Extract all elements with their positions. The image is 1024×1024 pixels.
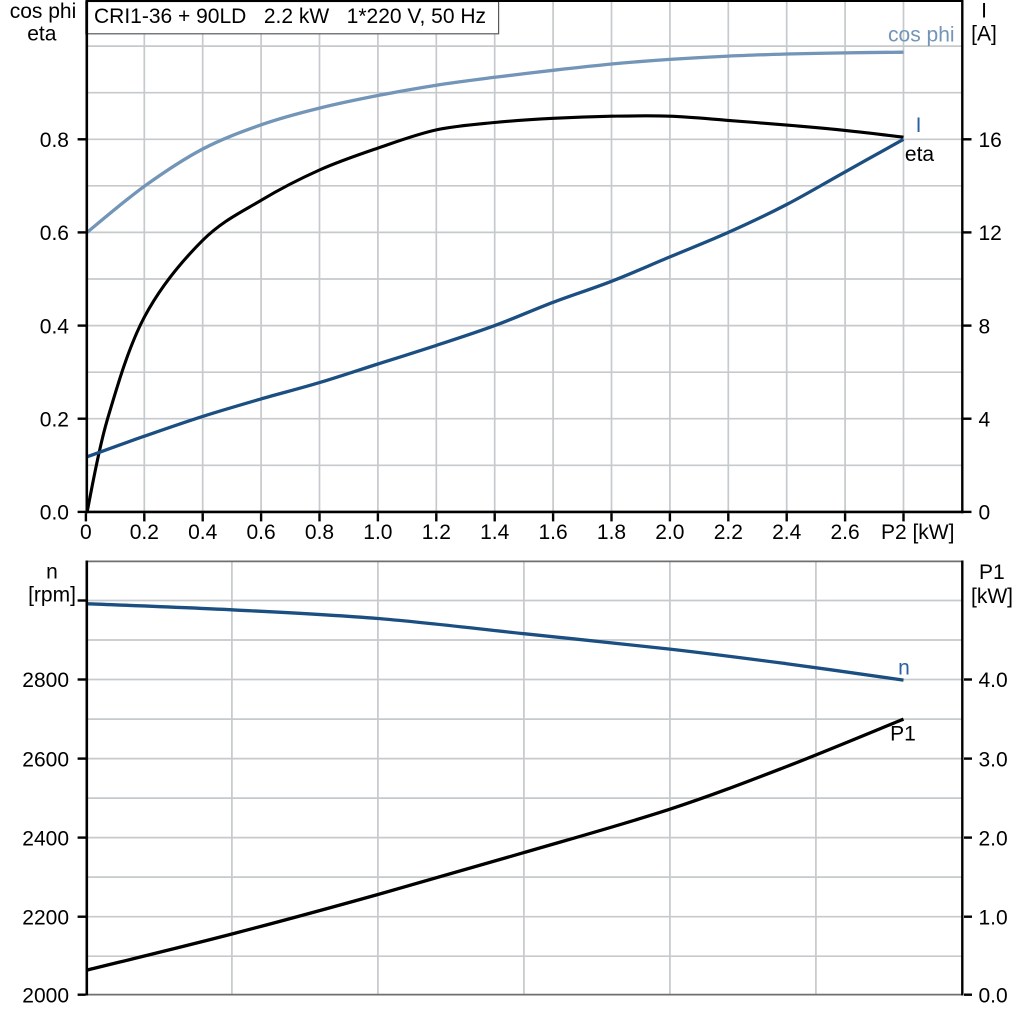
svg-text:[A]: [A] [971,22,997,45]
svg-text:0.8: 0.8 [305,521,334,544]
svg-text:2.6: 2.6 [830,521,859,544]
svg-text:0: 0 [80,521,92,544]
svg-text:P1: P1 [890,722,916,745]
svg-text:0.4: 0.4 [188,521,218,544]
svg-text:P2 [kW]: P2 [kW] [881,521,955,544]
svg-text:CRI1-36 + 90LD 2.2 kW 1*22: CRI1-36 + 90LD 2.2 kW 1*220 V, 50 Hz [94,5,486,28]
svg-text:cos phi: cos phi [888,24,955,47]
svg-text:n: n [898,656,910,679]
svg-text:4: 4 [979,408,991,431]
svg-text:8: 8 [979,315,991,338]
svg-text:0.6: 0.6 [40,222,69,245]
svg-text:0.0: 0.0 [979,984,1008,1007]
svg-text:16: 16 [979,129,1002,152]
svg-text:[rpm]: [rpm] [28,584,76,607]
svg-text:[kW]: [kW] [971,585,1013,608]
svg-text:cos phi: cos phi [10,0,77,23]
svg-text:1.6: 1.6 [538,521,567,544]
svg-text:0: 0 [979,502,991,525]
svg-text:1.4: 1.4 [480,521,510,544]
svg-text:I: I [916,114,922,137]
svg-text:1.8: 1.8 [597,521,626,544]
svg-text:2600: 2600 [22,748,69,771]
svg-text:0.8: 0.8 [40,129,69,152]
svg-text:eta: eta [905,143,935,166]
svg-text:1.2: 1.2 [422,521,451,544]
svg-text:0.2: 0.2 [40,408,69,431]
svg-text:2000: 2000 [22,984,69,1007]
svg-text:0.6: 0.6 [246,521,275,544]
svg-text:0.4: 0.4 [40,315,70,338]
svg-text:P1: P1 [979,561,1005,584]
svg-text:2.0: 2.0 [979,827,1008,850]
svg-text:1.0: 1.0 [363,521,392,544]
svg-text:eta: eta [27,23,57,46]
svg-text:1.0: 1.0 [979,906,1008,929]
svg-text:0.0: 0.0 [40,502,69,525]
svg-text:2.0: 2.0 [655,521,684,544]
svg-text:4.0: 4.0 [979,669,1008,692]
svg-text:2.2: 2.2 [714,521,743,544]
svg-text:2800: 2800 [22,669,69,692]
svg-text:0.2: 0.2 [130,521,159,544]
svg-text:2.4: 2.4 [772,521,802,544]
svg-text:n: n [46,560,58,583]
svg-text:2200: 2200 [22,906,69,929]
svg-text:2400: 2400 [22,827,69,850]
svg-text:I: I [981,0,987,23]
svg-text:3.0: 3.0 [979,748,1008,771]
svg-text:12: 12 [979,222,1002,245]
